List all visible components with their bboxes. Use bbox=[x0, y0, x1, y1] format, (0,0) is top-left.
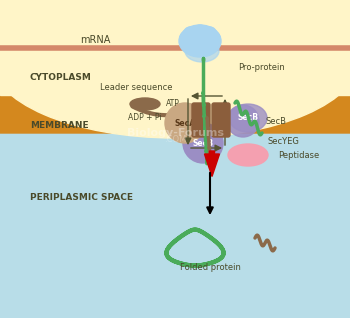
Circle shape bbox=[208, 32, 220, 44]
FancyBboxPatch shape bbox=[192, 103, 210, 137]
Text: CYTOPLASM: CYTOPLASM bbox=[30, 73, 92, 82]
Ellipse shape bbox=[130, 98, 160, 110]
Text: SecB: SecB bbox=[238, 114, 259, 122]
Circle shape bbox=[194, 25, 206, 37]
Ellipse shape bbox=[228, 144, 268, 166]
Ellipse shape bbox=[0, 0, 350, 138]
Ellipse shape bbox=[185, 40, 219, 62]
Ellipse shape bbox=[179, 25, 221, 57]
Bar bbox=[0, 0, 350, 95]
Bar bbox=[0, 128, 350, 318]
FancyBboxPatch shape bbox=[0, 95, 350, 133]
Text: Folded protein: Folded protein bbox=[180, 264, 240, 273]
Text: mRNA: mRNA bbox=[80, 35, 110, 45]
Text: SecYEG: SecYEG bbox=[268, 136, 300, 146]
Circle shape bbox=[180, 32, 192, 44]
Ellipse shape bbox=[229, 104, 267, 132]
Circle shape bbox=[184, 27, 196, 39]
Circle shape bbox=[183, 123, 223, 163]
Text: SecB: SecB bbox=[193, 139, 214, 148]
Text: Leader sequence: Leader sequence bbox=[100, 84, 173, 93]
Text: ADP + Pi: ADP + Pi bbox=[128, 114, 162, 122]
Text: ATP: ATP bbox=[166, 99, 180, 107]
FancyBboxPatch shape bbox=[0, 95, 350, 133]
Text: Peptidase: Peptidase bbox=[278, 150, 319, 160]
Text: PERIPLASMIC SPACE: PERIPLASMIC SPACE bbox=[30, 193, 133, 203]
Text: SecB: SecB bbox=[265, 116, 286, 126]
Text: Pro-protein: Pro-protein bbox=[238, 64, 285, 73]
FancyArrowPatch shape bbox=[132, 106, 182, 115]
Circle shape bbox=[227, 105, 259, 137]
Text: MEMBRANE: MEMBRANE bbox=[30, 121, 89, 130]
Circle shape bbox=[165, 103, 205, 143]
FancyArrow shape bbox=[204, 151, 219, 176]
Circle shape bbox=[204, 27, 216, 39]
Text: Biology-Forums: Biology-Forums bbox=[126, 128, 224, 138]
Text: .COM: .COM bbox=[164, 135, 186, 144]
Text: SecA: SecA bbox=[174, 119, 196, 128]
FancyBboxPatch shape bbox=[212, 103, 230, 137]
